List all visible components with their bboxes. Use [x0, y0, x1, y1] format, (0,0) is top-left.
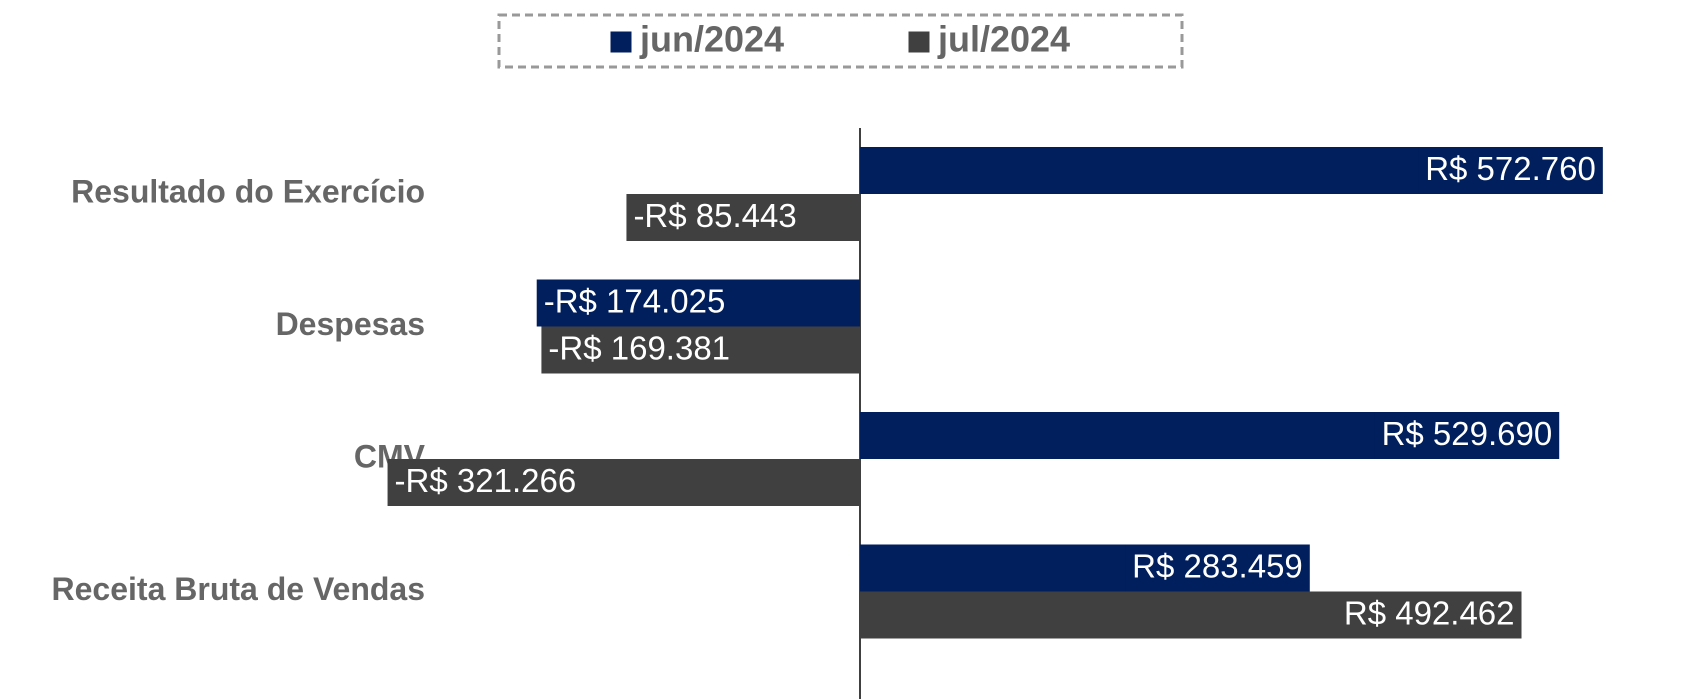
value-label-bg	[387, 459, 584, 506]
value-label-bg	[1336, 591, 1522, 639]
value-label: R$ 529.690	[1382, 415, 1553, 452]
value-label-bg	[541, 326, 738, 374]
legend-swatch	[609, 30, 633, 54]
value-label: -R$ 169.381	[548, 330, 730, 367]
value-label-bg	[1125, 544, 1310, 592]
value-label-bg	[1418, 147, 1603, 194]
value-label: R$ 283.459	[1132, 548, 1303, 585]
value-label: -R$ 321.266	[395, 462, 577, 499]
legend-label: jun/2024	[639, 19, 784, 60]
value-label: -R$ 174.025	[544, 283, 726, 320]
value-label-bg	[1374, 412, 1560, 459]
category-label: Despesas	[276, 306, 425, 342]
value-label: R$ 572.760	[1425, 150, 1596, 187]
bar	[860, 591, 1359, 639]
value-label-bg	[536, 279, 733, 327]
bar	[860, 412, 1397, 459]
bar	[860, 544, 1148, 592]
category-label: Resultado do Exercício	[71, 173, 425, 209]
legend-swatch	[907, 30, 931, 54]
legend-label: jul/2024	[937, 19, 1070, 60]
bar	[860, 147, 1441, 194]
value-label-bg	[626, 194, 804, 241]
legend-box	[497, 13, 1184, 69]
value-label: R$ 492.462	[1344, 595, 1515, 632]
bar	[534, 459, 860, 506]
category-label: Receita Bruta de Vendas	[52, 571, 425, 607]
value-label: -R$ 85.443	[633, 197, 796, 234]
